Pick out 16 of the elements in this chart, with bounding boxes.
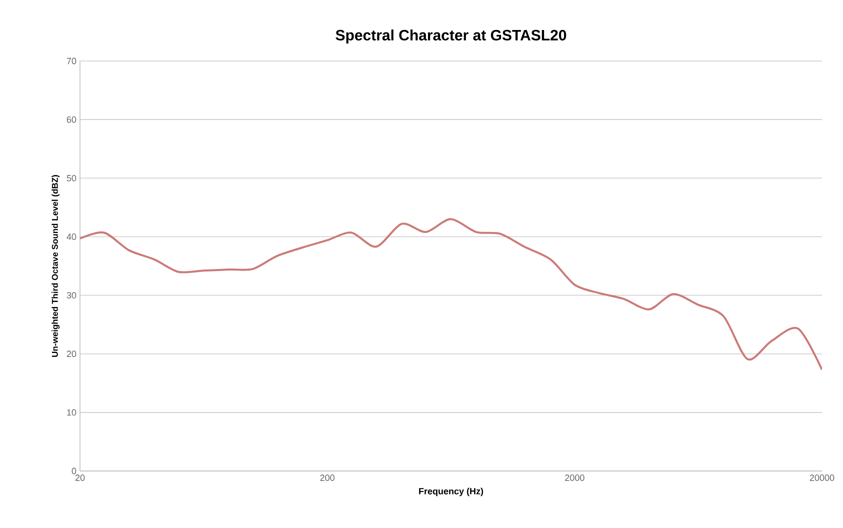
y-tick-label: 20 [66, 350, 76, 358]
y-tick-label: 0 [72, 468, 76, 474]
y-tick-label: 40 [66, 234, 76, 240]
x-axis-title: Frequency (Hz) [419, 488, 484, 496]
chart-title: Spectral Character at GSTASL20 [336, 29, 566, 44]
y-tick-label: 70 [66, 58, 76, 64]
y-tick-label: 10 [67, 409, 76, 416]
x-tick-label: 20 [75, 474, 85, 481]
y-axis-title: Un-weighted Third Octave Sound Level (dBZ) [52, 175, 60, 357]
y-tick-label: 50 [66, 174, 76, 182]
line-series [80, 218, 822, 371]
x-tick-label: 20000 [810, 474, 834, 481]
y-tick-label: 60 [66, 116, 76, 123]
x-tick-label: 2000 [565, 474, 584, 481]
x-tick-label: 200 [320, 474, 334, 481]
y-tick-label: 30 [66, 292, 76, 298]
